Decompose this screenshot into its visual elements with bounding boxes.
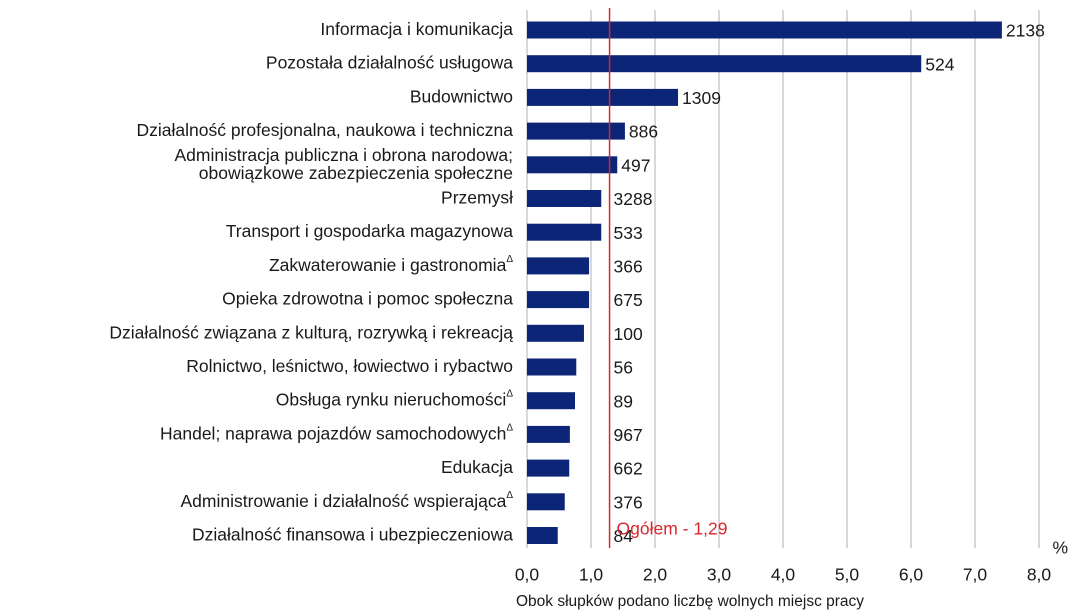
bar-count-label: 967 bbox=[614, 425, 643, 445]
bar-count-label: 100 bbox=[614, 324, 643, 344]
y-tick-label: Edukacja bbox=[441, 457, 513, 477]
unit-label: % bbox=[1052, 538, 1068, 558]
y-tick-label-text: Działalność finansowa i ubezpieczeniowa bbox=[192, 524, 513, 544]
bar bbox=[527, 122, 625, 140]
bar-count-label: 89 bbox=[614, 391, 633, 411]
bar bbox=[527, 493, 565, 511]
bar bbox=[527, 223, 602, 241]
y-tick-label: Budownictwo bbox=[410, 86, 513, 106]
x-tick-label: 1,0 bbox=[579, 565, 604, 585]
reference-label: Ogółem - 1,29 bbox=[617, 519, 728, 539]
bar bbox=[527, 55, 922, 73]
bar-count-label: 56 bbox=[614, 358, 633, 378]
bar-count-label: 366 bbox=[614, 257, 643, 277]
bar-count-label: 3288 bbox=[614, 189, 653, 209]
y-tick-label-text: Zakwaterowanie i gastronomia bbox=[269, 255, 507, 275]
footnote-mark: Δ bbox=[506, 388, 513, 399]
y-tick-label: Działalność finansowa i ubezpieczeniowa bbox=[192, 524, 513, 544]
y-tick-label: Administrowanie i działalność wspierając… bbox=[180, 489, 513, 510]
bar bbox=[527, 392, 575, 410]
y-tick-label-text: Obsługa rynku nieruchomości bbox=[276, 389, 507, 409]
y-tick-label: Działalność związana z kulturą, rozrywką… bbox=[109, 322, 513, 342]
y-tick-label-text: Budownictwo bbox=[410, 86, 513, 106]
y-tick-label-text: Opieka zdrowotna i pomoc społeczna bbox=[222, 288, 513, 308]
bar bbox=[527, 425, 570, 443]
footnote-mark: Δ bbox=[506, 254, 513, 265]
y-tick-label-text: Administrowanie i działalność wspierając… bbox=[180, 490, 506, 510]
footnote-mark: Δ bbox=[506, 489, 513, 500]
bar-count-label: 524 bbox=[925, 54, 954, 74]
x-tick-label: 7,0 bbox=[963, 565, 988, 585]
bar-count-label: 662 bbox=[614, 459, 643, 479]
y-tick-label-text: Informacja i komunikacja bbox=[320, 19, 513, 39]
y-tick-label: Przemysł bbox=[441, 187, 513, 207]
y-tick-label: Informacja i komunikacja bbox=[320, 19, 513, 39]
y-tick-label: Zakwaterowanie i gastronomiaΔ bbox=[269, 254, 513, 275]
y-tick-label-text: Edukacja bbox=[441, 457, 513, 477]
y-tick-label-text: Przemysł bbox=[441, 187, 513, 207]
x-tick-label: 5,0 bbox=[835, 565, 860, 585]
bar bbox=[527, 257, 590, 275]
y-tick-label-text: Rolnictwo, leśnictwo, łowiectwo i rybact… bbox=[186, 356, 513, 376]
bar-count-label: 376 bbox=[614, 492, 643, 512]
y-tick-label: Opieka zdrowotna i pomoc społeczna bbox=[222, 288, 513, 308]
bar-count-label: 497 bbox=[621, 155, 650, 175]
y-tick-label: Administracja publiczna i obrona narodow… bbox=[174, 144, 513, 182]
bar bbox=[527, 324, 584, 342]
y-tick-label-text: Handel; naprawa pojazdów samochodowych bbox=[160, 423, 506, 443]
bar bbox=[527, 291, 590, 309]
bar bbox=[527, 358, 577, 376]
bar-count-label: 675 bbox=[614, 290, 643, 310]
bar bbox=[527, 527, 558, 544]
bar bbox=[527, 156, 618, 174]
y-tick-label-line: obowiązkowe zabezpieczenia społeczne bbox=[199, 162, 513, 182]
y-tick-label-text: Działalność profesjonalna, naukowa i tec… bbox=[137, 120, 514, 140]
y-tick-label-line: Administracja publiczna i obrona narodow… bbox=[174, 144, 513, 164]
bar-count-label: 84 bbox=[614, 526, 634, 546]
y-tick-label: Handel; naprawa pojazdów samochodowychΔ bbox=[160, 422, 513, 443]
y-tick-label-text: Transport i gospodarka magazynowa bbox=[226, 221, 514, 241]
bar bbox=[527, 459, 570, 477]
y-tick-label: Transport i gospodarka magazynowa bbox=[226, 221, 514, 241]
y-tick-label: Pozostała działalność usługowa bbox=[266, 52, 513, 72]
bar-count-label: 533 bbox=[614, 223, 643, 243]
y-tick-label: Działalność profesjonalna, naukowa i tec… bbox=[137, 120, 514, 140]
x-tick-label: 2,0 bbox=[643, 565, 668, 585]
y-tick-label-text: Pozostała działalność usługowa bbox=[266, 52, 513, 72]
bar-count-label: 1309 bbox=[682, 88, 721, 108]
bar-count-label: 2138 bbox=[1006, 21, 1045, 41]
bar bbox=[527, 190, 602, 207]
footnote-mark: Δ bbox=[506, 422, 513, 433]
x-tick-label: 0,0 bbox=[515, 565, 540, 585]
y-tick-label: Obsługa rynku nieruchomościΔ bbox=[276, 388, 514, 409]
note: Obok słupków podano liczbę wolnych miejs… bbox=[516, 593, 864, 610]
bar bbox=[527, 88, 679, 106]
y-tick-label-text: Działalność związana z kulturą, rozrywką… bbox=[109, 322, 513, 342]
y-tick-label: Rolnictwo, leśnictwo, łowiectwo i rybact… bbox=[186, 356, 513, 376]
bar-count-label: 886 bbox=[629, 122, 658, 142]
bar bbox=[527, 21, 1002, 39]
x-tick-label: 6,0 bbox=[899, 565, 924, 585]
x-tick-label: 3,0 bbox=[707, 565, 732, 585]
x-tick-label: 8,0 bbox=[1027, 565, 1052, 585]
x-tick-label: 4,0 bbox=[771, 565, 796, 585]
